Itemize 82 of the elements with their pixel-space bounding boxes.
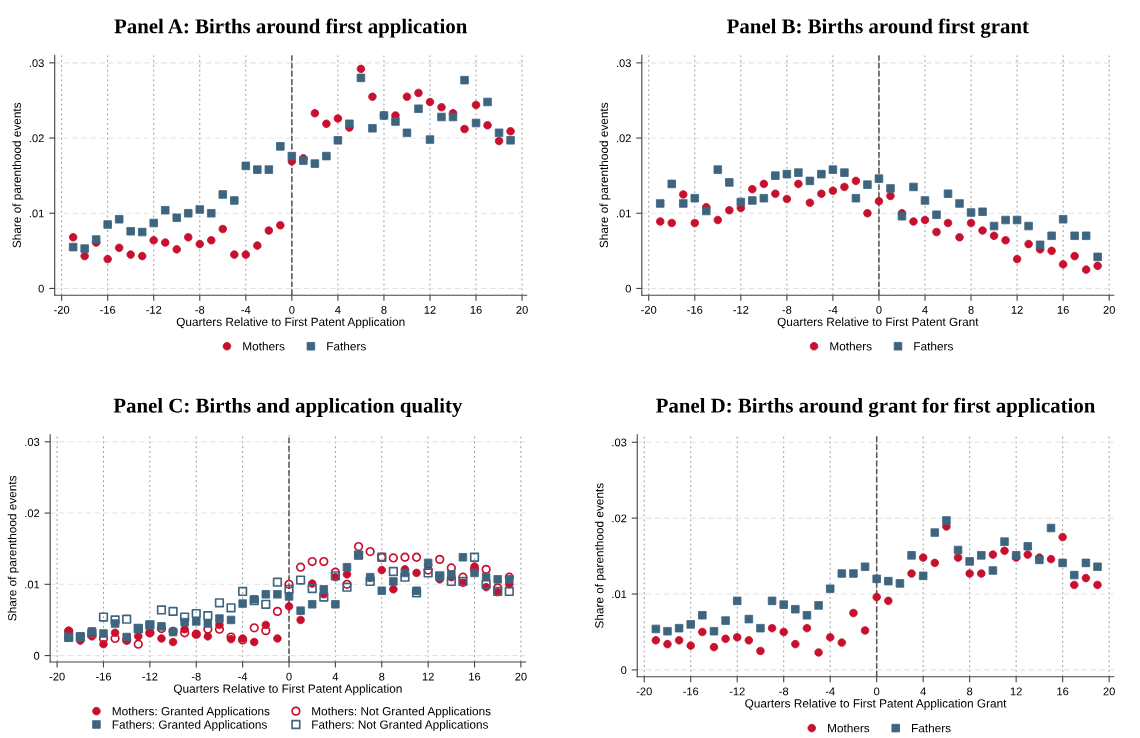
x-tick-label: -4 (241, 306, 251, 314)
y-tick-label: .03 (616, 59, 631, 67)
x-axis-title: Quarters Relative to First Patent Application (176, 317, 405, 329)
x-tick-label: -20 (49, 672, 65, 681)
x-tick-label: 4 (920, 687, 926, 696)
x-tick-label: -12 (733, 305, 749, 314)
x-tick-label: 4 (922, 306, 928, 314)
y-axis-title: Share of parenthood events (7, 475, 19, 621)
x-tick-label: 20 (1103, 305, 1115, 314)
legend-label: Mothers: Not Granted Applications (312, 706, 491, 718)
x-tick-label: 8 (379, 672, 385, 681)
x-tick-label: -4 (825, 687, 835, 696)
x-tick-label: -20 (636, 687, 652, 696)
x-tick-label: -20 (54, 305, 70, 314)
y-tick-label: 0 (34, 651, 40, 660)
x-tick-label: 16 (469, 672, 481, 681)
x-tick-label: 16 (1057, 305, 1069, 314)
x-tick-label: -16 (95, 672, 112, 681)
x-tick-label: 20 (1103, 687, 1115, 696)
x-tick-label: -12 (146, 305, 162, 314)
y-tick-label: .01 (29, 209, 44, 218)
x-tick-label: -4 (828, 306, 838, 314)
legend-label: Mothers: Granted Applications (112, 706, 270, 718)
legend-label: Fathers (327, 341, 366, 351)
y-axis-title: Share of parenthood events (12, 102, 24, 248)
y-tick-label: .01 (616, 209, 631, 218)
x-tick-label: 8 (967, 687, 973, 696)
legend-label: Fathers: Granted Applications (112, 720, 267, 732)
x-tick-label: 20 (515, 672, 527, 681)
x-tick-label: 0 (289, 305, 295, 314)
x-tick-label: -20 (641, 305, 657, 314)
x-tick-label: -12 (729, 687, 745, 696)
x-tick-label: 8 (968, 305, 974, 314)
chart-title: Panel C: Births and application quality (113, 398, 463, 417)
chart-title: Panel D: Births around grant for first application (656, 397, 1096, 418)
chart-title: Panel B: Births around first grant (727, 18, 1029, 38)
legend-label: Mothers (828, 723, 870, 733)
y-tick-label: .01 (25, 580, 40, 589)
y-tick-label: .01 (612, 590, 627, 599)
x-tick-label: 20 (516, 305, 528, 314)
x-tick-label: 12 (1011, 305, 1023, 314)
x-tick-label: -8 (195, 305, 205, 314)
y-tick-label: 0 (625, 284, 631, 293)
x-tick-label: -16 (687, 305, 703, 314)
y-axis-title: Share of parenthood events (594, 483, 606, 629)
x-tick-label: -16 (683, 687, 699, 696)
x-axis-title: Quarters Relative to First Patent Grant (777, 317, 979, 329)
x-axis-title: Quarters Relative to First Patent Application Grant (745, 698, 1007, 710)
x-tick-label: 0 (874, 687, 880, 696)
legend-label: Fathers: Not Granted Applications (312, 720, 489, 732)
x-tick-label: 0 (286, 672, 292, 681)
y-tick-label: .02 (612, 514, 627, 523)
y-tick-label: .03 (29, 59, 44, 67)
x-tick-label: 12 (422, 672, 434, 681)
x-tick-label: -8 (782, 305, 792, 314)
x-tick-label: 16 (1057, 687, 1069, 696)
x-tick-label: -4 (238, 672, 248, 681)
y-tick-label: 0 (621, 666, 627, 675)
legend-label: Mothers (830, 341, 872, 351)
x-tick-label: -16 (100, 305, 116, 314)
y-tick-label: .02 (25, 509, 40, 518)
y-tick-label: 0 (38, 284, 44, 293)
y-tick-label: .02 (616, 134, 631, 143)
y-tick-label: .03 (25, 438, 40, 446)
legend-label: Fathers (912, 723, 951, 733)
x-tick-label: 4 (332, 672, 339, 681)
x-tick-label: 0 (876, 305, 882, 314)
x-axis-title: Quarters Relative to First Patent Application (173, 684, 402, 696)
x-tick-label: 12 (424, 305, 436, 314)
y-axis-title: Share of parenthood events (599, 102, 611, 248)
y-tick-label: .03 (612, 438, 627, 447)
legend-label: Mothers (243, 341, 285, 351)
legend-label: Fathers (914, 341, 953, 351)
x-tick-label: 12 (1010, 687, 1022, 696)
x-tick-label: -12 (142, 672, 158, 681)
x-tick-label: 16 (470, 305, 482, 314)
x-tick-label: -8 (779, 687, 789, 696)
x-tick-label: 8 (381, 305, 387, 314)
y-tick-label: .02 (29, 134, 44, 143)
x-tick-label: -8 (191, 672, 201, 681)
chart-title: Panel A: Births around first application (114, 18, 468, 38)
x-tick-label: 4 (335, 306, 341, 314)
